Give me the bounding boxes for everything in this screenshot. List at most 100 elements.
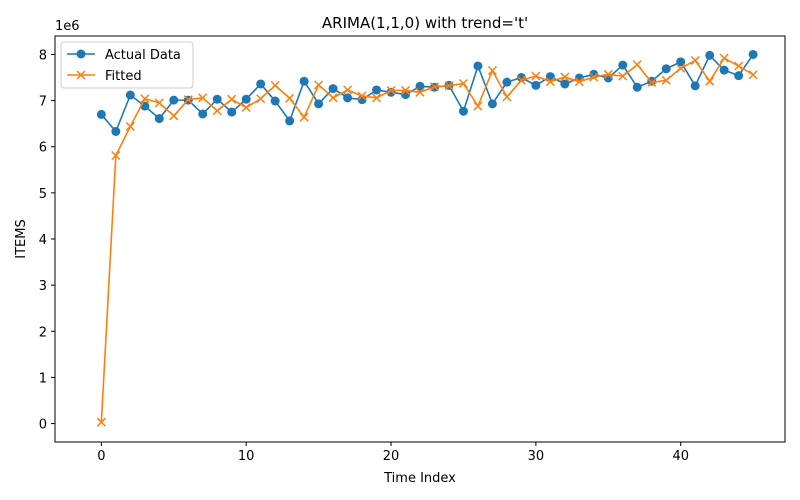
data-point <box>314 80 324 90</box>
data-point <box>473 101 483 111</box>
data-point <box>632 60 642 70</box>
data-point <box>574 77 584 87</box>
data-point <box>343 85 353 95</box>
y-tick-label: 2 <box>39 325 47 340</box>
data-point <box>748 70 758 80</box>
data-point <box>531 80 541 90</box>
data-point <box>589 72 599 82</box>
data-point <box>748 49 758 59</box>
data-point <box>372 85 382 95</box>
data-point <box>661 64 671 74</box>
y-tick-label: 0 <box>39 418 47 433</box>
x-axis: 0 10 20 30 40 <box>97 442 689 464</box>
data-point <box>96 109 106 119</box>
data-point <box>241 94 251 104</box>
data-point <box>299 112 309 122</box>
data-point <box>603 69 613 79</box>
data-point <box>560 79 570 89</box>
y-tick-label: 6 <box>39 141 47 156</box>
data-point <box>705 76 715 86</box>
data-point <box>256 79 266 89</box>
data-point <box>734 61 744 71</box>
data-point <box>618 60 628 70</box>
data-point <box>183 95 193 105</box>
data-point <box>415 81 425 91</box>
data-point <box>647 78 657 88</box>
data-point <box>314 99 324 109</box>
data-point <box>328 84 338 94</box>
y-tick-label: 4 <box>39 233 47 248</box>
x-axis-title: Time Index <box>383 471 456 486</box>
data-point <box>212 94 222 104</box>
series-line <box>100 57 754 423</box>
data-point <box>140 94 150 104</box>
data-point <box>676 63 686 73</box>
data-point <box>400 85 411 95</box>
data-point <box>676 57 686 67</box>
data-point <box>227 94 237 104</box>
data-point <box>328 93 338 103</box>
legend-label-fitted: Fitted <box>105 69 142 84</box>
data-point <box>125 90 135 100</box>
data-point <box>719 53 729 63</box>
data-point <box>96 417 106 427</box>
data-point <box>343 93 353 103</box>
data-point <box>487 99 497 109</box>
data-point <box>618 71 628 81</box>
legend-label-actual: Actual Data <box>105 48 181 63</box>
data-point <box>270 80 280 90</box>
y-tick-label: 3 <box>39 279 47 294</box>
y-tick-label: 5 <box>39 187 47 202</box>
data-point <box>502 77 512 87</box>
y-axis-scale-label: 1e6 <box>55 19 80 34</box>
data-point <box>299 76 309 86</box>
legend: Actual Data Fitted <box>60 41 194 89</box>
data-point <box>241 102 251 113</box>
data-point <box>386 85 396 95</box>
data-point <box>154 114 164 124</box>
chart-title: ARIMA(1,1,0) with trend='t' <box>322 14 528 32</box>
data-point <box>125 121 135 131</box>
x-tick-label: 20 <box>383 449 400 464</box>
data-point <box>545 77 555 87</box>
data-point <box>458 106 468 116</box>
x-tick-label: 0 <box>97 449 105 464</box>
x-tick-label: 40 <box>672 449 689 464</box>
series-fitted <box>96 53 758 427</box>
x-tick-label: 30 <box>528 449 545 464</box>
y-tick-label: 1 <box>39 371 47 386</box>
data-point <box>372 93 382 103</box>
data-point <box>357 91 367 101</box>
series-line <box>100 53 754 133</box>
x-marker-glyph <box>76 70 86 80</box>
y-axis-title: ITEMS <box>14 219 29 258</box>
series-layer <box>96 49 758 427</box>
legend-marker-actual <box>76 49 86 59</box>
data-point <box>531 71 541 81</box>
data-point <box>270 96 280 106</box>
data-point <box>473 61 483 71</box>
data-point <box>429 82 440 92</box>
data-point <box>256 94 266 104</box>
data-point <box>198 109 208 119</box>
data-point <box>212 106 222 116</box>
data-point <box>705 50 715 60</box>
data-point <box>458 78 468 89</box>
data-point <box>487 66 497 76</box>
data-point <box>415 87 425 97</box>
data-point <box>502 92 512 102</box>
data-point <box>154 98 164 108</box>
data-point <box>516 75 526 85</box>
data-point <box>734 71 744 81</box>
data-point <box>169 95 179 105</box>
data-point <box>632 82 642 92</box>
data-point <box>285 93 295 103</box>
legend-marker-fitted <box>76 70 86 80</box>
data-point <box>169 111 179 121</box>
data-point <box>444 81 454 91</box>
data-point <box>198 93 208 103</box>
x-tick-label: 10 <box>238 449 255 464</box>
data-point <box>560 72 570 82</box>
data-point <box>661 75 671 85</box>
